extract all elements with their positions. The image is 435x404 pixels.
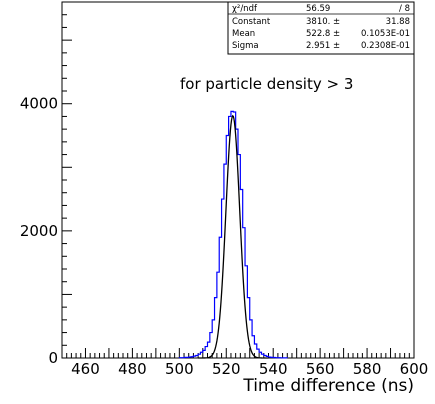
- x-tick-label: 460: [71, 360, 100, 378]
- stats-value: 522.8 ±: [306, 29, 340, 39]
- stats-box: χ²/ndf 56.59 / 8 Constant 3810. ± 31.88 Mean 52…: [227, 1, 415, 55]
- stats-label: Constant: [232, 17, 271, 27]
- gaussian-fit-curve: [198, 114, 269, 359]
- stats-error: 0.1053E-01: [361, 29, 410, 39]
- annotation-text: for particle density > 3: [180, 75, 353, 93]
- stats-label: χ²/ndf: [232, 4, 258, 14]
- y-tick-label: 0: [48, 349, 58, 367]
- x-tick-label: 580: [353, 360, 382, 378]
- x-tick-label: 500: [165, 360, 194, 378]
- stats-value: 2.951 ±: [306, 41, 340, 51]
- y-axis-ticks: 0 2000 4000: [20, 1, 72, 367]
- x-tick-label: 540: [259, 360, 288, 378]
- x-axis-ticks: 460 480 500 520 540 560 580 600: [61, 348, 429, 378]
- stats-error: / 8: [399, 4, 410, 14]
- y-tick-label: 2000: [20, 222, 58, 240]
- histogram-series: [178, 110, 288, 359]
- x-tick-label: 600: [400, 360, 429, 378]
- x-tick-label: 480: [118, 360, 147, 378]
- x-tick-label: 560: [306, 360, 335, 378]
- stats-error: 31.88: [386, 17, 410, 27]
- stats-label: Mean: [232, 29, 255, 39]
- stats-label: Sigma: [232, 41, 259, 51]
- y-tick-label: 4000: [20, 95, 58, 113]
- stats-value: 3810. ±: [306, 17, 340, 27]
- svg-text:Time difference (ns): Time difference (ns): [242, 376, 414, 396]
- stats-error: 0.2308E-01: [361, 41, 410, 51]
- x-tick-label: 520: [212, 360, 241, 378]
- x-axis-title: Time difference (ns): [242, 376, 414, 396]
- stats-value: 56.59: [306, 4, 330, 14]
